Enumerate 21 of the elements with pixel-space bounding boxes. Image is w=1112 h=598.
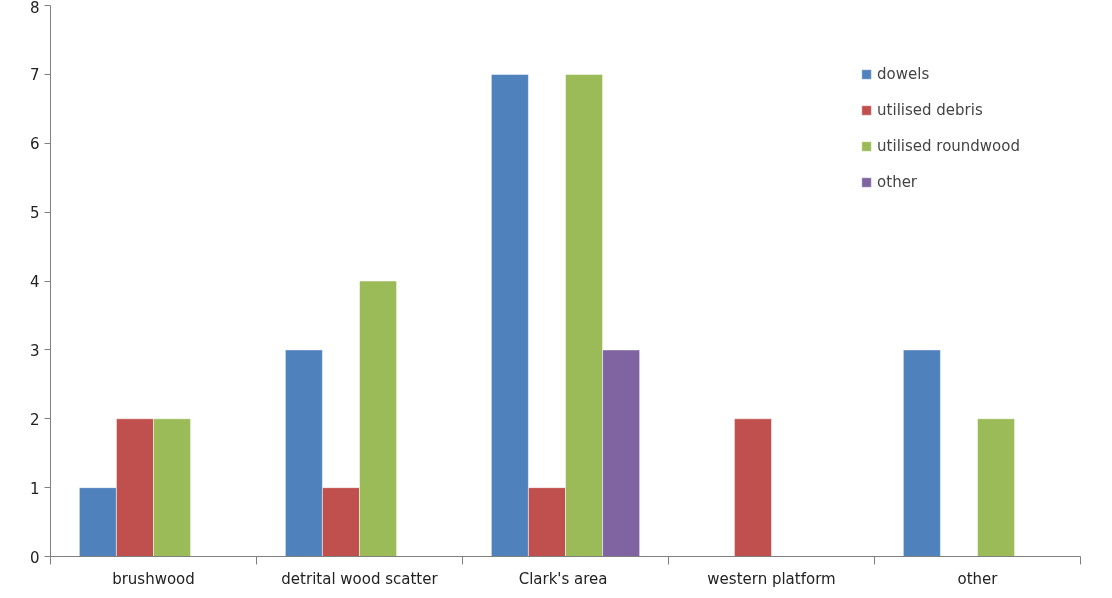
y-tick-label: 1 (29, 479, 40, 498)
y-tick-label: 5 (29, 204, 40, 223)
bar (977, 418, 1015, 557)
y-tick-label: 4 (29, 273, 40, 291)
x-tick-label: other (957, 569, 999, 588)
bar (734, 418, 772, 557)
bar (903, 349, 941, 557)
y-tick-label: 0 (29, 548, 40, 567)
legend-label: other (877, 173, 918, 191)
y-tick-label: 6 (29, 135, 40, 154)
y-tick-label: 2 (29, 410, 40, 429)
y-tick-label: 3 (29, 341, 40, 360)
x-tick-label: western platform (707, 569, 836, 588)
x-tick-label: detrital wood scatter (281, 569, 439, 588)
legend-label: utilised debris (877, 101, 983, 119)
y-tick-label: 8 (29, 0, 40, 17)
legend-label: dowels (877, 65, 930, 83)
legend-label: utilised roundwood (877, 137, 1020, 155)
x-tick-label: Clark's area (518, 569, 608, 588)
x-tick-label: brushwood (112, 569, 195, 588)
y-tick-label: 7 (29, 66, 40, 85)
